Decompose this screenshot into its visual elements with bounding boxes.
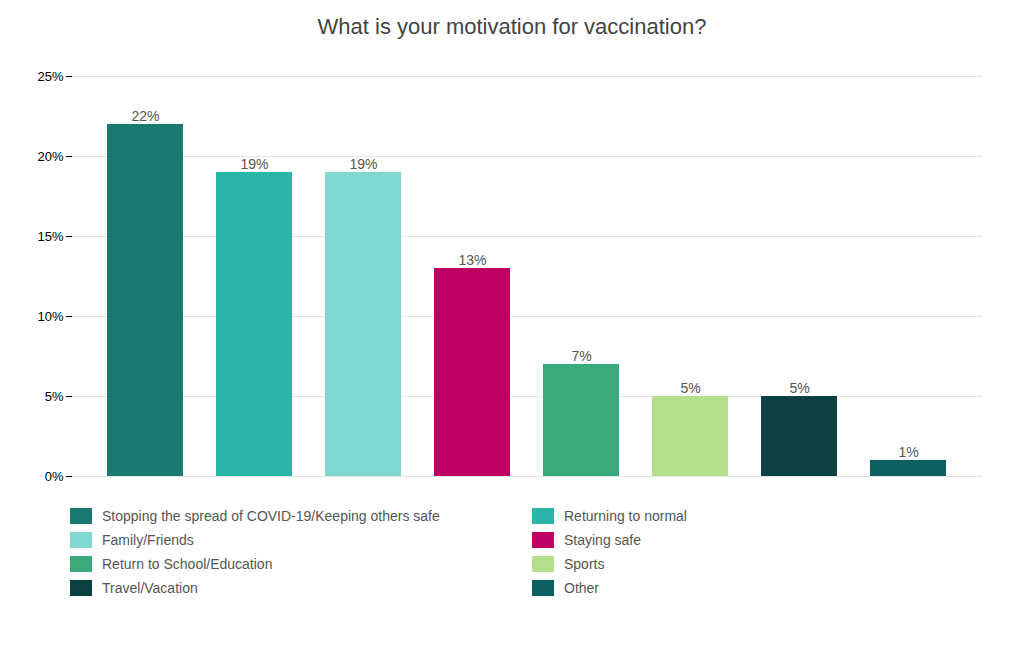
- svg-text:5%: 5%: [45, 389, 64, 404]
- svg-text:7%: 7%: [571, 348, 591, 364]
- html-text:What is your motivation for va: What is your motivation for vaccination?: [317, 14, 707, 39]
- svg-text:22%: 22%: [131, 108, 159, 124]
- svg-text:10%: 10%: [37, 309, 63, 324]
- html-text:Other: Other: [564, 580, 599, 596]
- svg-text:0%: 0%: [45, 469, 64, 484]
- svg-text:13%: 13%: [458, 252, 486, 268]
- html-text:Sports: Sports: [564, 556, 605, 572]
- svg-text:15%: 15%: [37, 229, 63, 244]
- html-text:Stopping the spread of COVID-1: Stopping the spread of COVID-19/Keeping …: [102, 508, 440, 524]
- html-text:Returning to normal: Returning to normal: [564, 508, 687, 524]
- svg-text:19%: 19%: [349, 156, 377, 172]
- svg-text:20%: 20%: [37, 149, 63, 164]
- html-text:Return to School/Education: Return to School/Education: [102, 556, 273, 572]
- svg-text:5%: 5%: [789, 380, 809, 396]
- svg-text:19%: 19%: [240, 156, 268, 172]
- html-text:Family/Friends: Family/Friends: [102, 532, 194, 548]
- html-text:Staying safe: Staying safe: [564, 532, 642, 548]
- svg-text:25%: 25%: [37, 69, 63, 84]
- svg-text:1%: 1%: [898, 444, 918, 460]
- html-text:Travel/Vacation: Travel/Vacation: [102, 580, 198, 596]
- svg-text:5%: 5%: [680, 380, 700, 396]
